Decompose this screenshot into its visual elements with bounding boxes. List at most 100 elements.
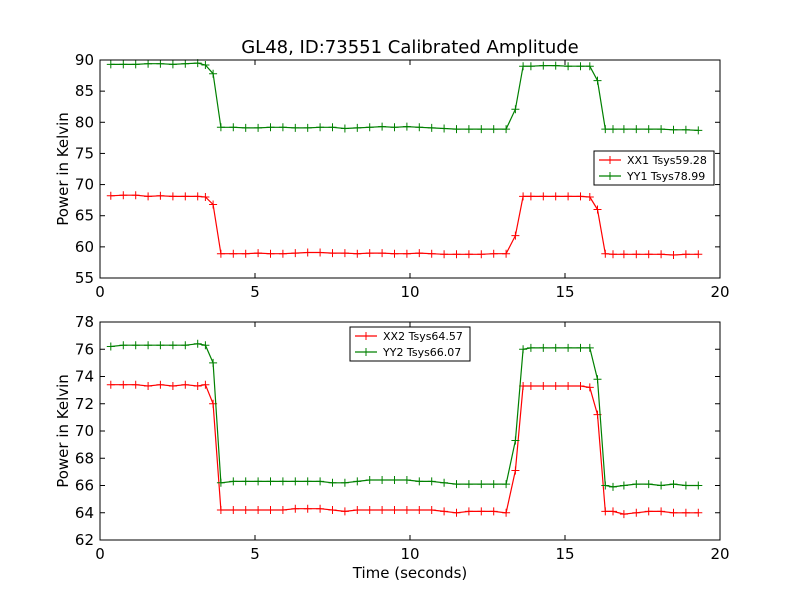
data-point-1-1-13 [254,477,263,486]
data-point-0-1-20 [340,124,349,133]
data-point-0-1-47 [644,125,653,134]
data-point-0-0-6 [181,192,190,201]
data-point-1-1-32 [489,480,498,489]
data-point-0-1-35 [519,62,528,71]
data-point-1-0-22 [365,506,374,514]
data-point-0-1-16 [291,123,300,132]
bottom-plot: 0 5 10 15 20 62 64 66 68 70 72 74 76 78 XX2 Tsys64.57 Y… [75,313,730,563]
data-point-1-1-11 [229,477,238,486]
data-point-1-0-6 [181,380,190,389]
data-point-1-0-11 [229,506,238,514]
data-point-0-1-18 [316,123,325,132]
data-point-0-0-1 [119,191,128,200]
y-tick-label-0-2: 65 [75,207,94,225]
data-point-0-0-16 [291,249,300,258]
x-tick-label-0-3: 15 [555,283,574,301]
data-point-1-1-19 [328,478,337,487]
data-point-0-1-49 [669,125,678,134]
series-line-0-1 [110,62,699,131]
data-point-1-0-8 [201,380,210,389]
legend-label-1-0: XX2 Tsys64.57 [383,330,463,343]
data-point-1-0-3 [144,382,153,390]
data-point-1-1-38 [551,343,560,352]
data-point-1-0-15 [278,506,287,514]
data-point-1-1-35 [519,345,528,354]
data-point-0-1-17 [303,123,312,132]
data-point-1-1-47 [644,480,653,489]
legend-0: XX1 Tsys59.28 YY1 Tsys78.99 [593,150,715,186]
data-point-0-0-20 [340,249,349,258]
series-line-0-0 [110,194,699,256]
data-point-0-1-30 [464,125,473,134]
y-tick-label-1-1: 64 [75,504,94,522]
data-point-0-0-19 [328,249,337,258]
data-point-0-1-31 [477,125,486,134]
legend-box-0 [593,150,715,186]
data-point-0-0-26 [415,249,424,258]
data-point-1-0-19 [328,506,337,514]
data-point-0-0-50 [681,250,690,259]
legend-label-0-0: XX1 Tsys59.28 [627,154,707,167]
data-point-1-0-14 [266,506,275,514]
data-point-1-0-34 [511,466,520,475]
data-point-1-1-36 [526,343,535,352]
y-tick-label-1-8: 78 [75,313,94,331]
data-point-1-0-23 [378,506,387,514]
data-point-0-1-43 [601,125,610,134]
data-point-0-1-1 [119,60,128,69]
data-point-0-1-9 [209,69,218,78]
data-point-0-0-46 [632,250,641,259]
legend-marker-0-0 [606,156,614,164]
data-point-0-1-37 [539,61,548,70]
x-axis-label: Time (seconds) [352,564,468,582]
data-point-0-0-23 [378,249,387,258]
data-point-1-0-10 [216,506,225,514]
data-point-0-1-42 [593,76,602,85]
data-point-1-1-15 [278,477,287,486]
data-point-0-1-36 [526,62,535,71]
data-point-0-1-21 [353,123,362,132]
data-point-0-0-27 [427,249,436,258]
data-point-1-1-31 [477,480,486,489]
data-point-0-0-13 [254,249,263,258]
data-point-1-1-1 [119,341,128,350]
y-tick-label-0-4: 75 [75,144,94,162]
data-point-0-0-30 [464,250,473,259]
data-point-0-0-18 [316,248,325,257]
data-point-0-0-0 [106,191,115,200]
data-point-1-1-45 [619,481,628,490]
data-point-1-0-27 [427,506,436,514]
data-point-0-1-39 [564,62,573,71]
y-tick-label-1-0: 62 [75,531,94,549]
data-point-0-1-4 [156,59,165,68]
data-point-1-1-46 [632,480,641,489]
data-point-0-1-41 [585,62,594,71]
data-point-0-1-0 [106,60,115,69]
data-point-1-0-48 [657,507,666,516]
data-point-0-0-35 [519,192,528,201]
data-point-0-0-37 [539,192,548,201]
data-point-1-0-2 [131,380,140,389]
y-axis-label-bottom: Power in Kelvin [54,374,72,488]
data-point-0-0-49 [669,251,678,259]
data-point-1-0-1 [119,380,128,389]
data-point-0-1-40 [576,62,585,71]
data-point-1-1-7 [193,339,202,348]
data-point-1-1-28 [440,478,449,487]
data-point-1-0-39 [564,382,573,390]
data-point-0-1-26 [415,123,424,132]
data-point-1-0-7 [193,382,202,390]
x-tick-label-0-0: 0 [95,283,105,301]
data-point-1-1-30 [464,480,473,489]
legend-box-1 [349,326,471,362]
data-point-1-1-16 [291,477,300,486]
data-point-1-0-0 [106,380,115,389]
x-tick-label-1-4: 20 [710,545,729,563]
data-point-0-1-13 [254,123,263,132]
x-tick-label-0-4: 20 [710,283,729,301]
data-point-1-0-46 [632,508,641,517]
data-point-0-0-15 [278,249,287,258]
data-point-1-0-30 [464,507,473,516]
data-point-1-1-3 [144,341,153,350]
data-point-0-0-11 [229,249,238,258]
